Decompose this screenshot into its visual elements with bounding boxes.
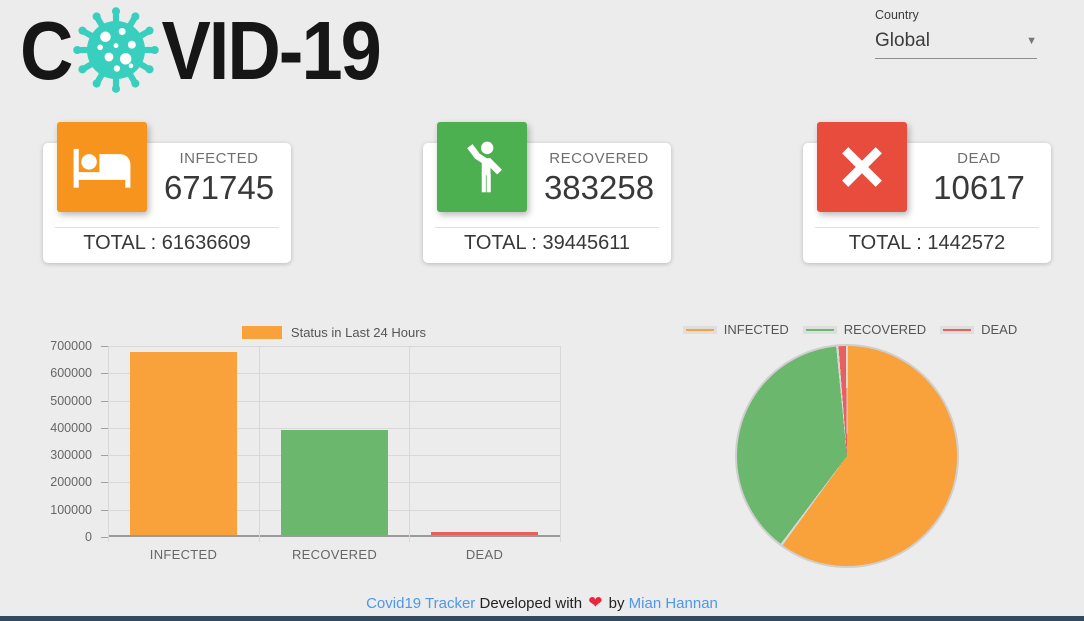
pie-outline <box>735 344 959 568</box>
gridline <box>108 373 560 374</box>
bar-chart-legend: Status in Last 24 Hours <box>108 325 560 340</box>
legend-swatch <box>241 326 282 339</box>
heart-icon: ❤ <box>588 593 603 612</box>
stat-value: 671745 <box>163 169 275 206</box>
footer-text: by <box>608 595 625 612</box>
y-axis-tick-label: 200000 <box>50 475 92 489</box>
divider <box>435 227 659 228</box>
tick-mark <box>101 401 108 402</box>
stat-card-infected: INFECTED 671745 TOTAL : 61636609 <box>43 122 291 263</box>
pie-graphic <box>737 346 957 566</box>
legend-label: INFECTED <box>723 322 789 337</box>
virus-icon <box>73 7 160 93</box>
logo-text-right: VID-19 <box>161 3 381 97</box>
y-axis-tick-label: 500000 <box>50 394 92 408</box>
footer: Covid19 Tracker Developed with ❤ by Mian… <box>0 593 1084 613</box>
pie-chart-legend: INFECTED RECOVERED DEAD <box>682 322 1017 337</box>
stat-label: INFECTED <box>179 150 259 167</box>
footer-accent-bar <box>0 616 1084 621</box>
legend-swatch <box>802 325 837 334</box>
y-axis-tick-label: 0 <box>85 530 92 544</box>
tick-mark <box>101 373 108 374</box>
stat-value: 10617 <box>933 169 1025 206</box>
bar-dead <box>431 532 538 535</box>
tick-mark <box>101 428 108 429</box>
country-select[interactable]: Country Global ▼ <box>875 8 1037 59</box>
legend-item-recovered: RECOVERED <box>802 322 927 337</box>
y-axis-tick-label: 400000 <box>50 421 92 435</box>
app-logo: C VID-19 <box>20 3 382 97</box>
footer-text: Developed with <box>479 595 583 612</box>
gridline <box>108 346 109 542</box>
legend-label: DEAD <box>981 322 1018 337</box>
tick-mark <box>101 510 108 511</box>
bar-infected <box>130 352 237 535</box>
y-axis-tick-label: 100000 <box>50 503 92 517</box>
stat-total: TOTAL : 1442572 <box>848 232 1006 254</box>
stat-value: 383258 <box>543 169 655 206</box>
gridline <box>108 346 560 347</box>
legend-item-dead: DEAD <box>940 322 1017 337</box>
tick-mark <box>101 455 108 456</box>
pie-chart: INFECTED RECOVERED DEAD <box>682 315 1017 580</box>
stat-label: RECOVERED <box>549 150 649 167</box>
footer-link-mian-hannan[interactable]: Mian Hannan <box>628 595 718 612</box>
stat-total: TOTAL : 39445611 <box>463 232 631 254</box>
y-axis-tick-label: 700000 <box>50 339 92 353</box>
gridline <box>259 346 260 542</box>
gridline <box>108 401 560 402</box>
gridline <box>560 346 561 542</box>
country-select-label: Country <box>875 8 919 22</box>
divider <box>55 227 279 228</box>
gridline <box>108 428 560 429</box>
gridline <box>409 346 410 542</box>
stat-total: TOTAL : 61636609 <box>83 232 251 254</box>
bed-icon <box>57 122 147 212</box>
legend-swatch <box>940 325 975 334</box>
footer-link-covid19-tracker[interactable]: Covid19 Tracker <box>366 595 476 612</box>
bar-recovered <box>281 430 388 535</box>
stat-card-recovered: RECOVERED 383258 TOTAL : 39445611 <box>423 122 671 263</box>
chevron-down-icon: ▼ <box>1026 35 1037 47</box>
bar-chart: Status in Last 24 Hours 700000 600000 5000… <box>30 315 580 575</box>
x-mark-icon <box>817 122 907 212</box>
stat-card-dead: DEAD 10617 TOTAL : 1442572 <box>803 122 1051 263</box>
x-axis-label: DEAD <box>465 547 504 562</box>
x-axis-label: INFECTED <box>149 547 218 562</box>
person-waving-icon <box>437 122 527 212</box>
tick-mark <box>101 537 108 538</box>
stat-label: DEAD <box>957 150 1001 167</box>
bar-chart-plot-area <box>108 346 561 542</box>
tick-mark <box>101 482 108 483</box>
y-axis-tick-label: 300000 <box>50 448 92 462</box>
legend-label: Status in Last 24 Hours <box>290 325 427 340</box>
logo-text-left: C <box>20 3 73 97</box>
y-axis-tick-label: 600000 <box>50 366 92 380</box>
legend-swatch <box>682 325 717 334</box>
country-select-value: Global <box>875 30 930 51</box>
legend-label: RECOVERED <box>843 322 927 337</box>
tick-mark <box>101 346 108 347</box>
divider <box>815 227 1039 228</box>
x-axis-label: RECOVERED <box>291 547 378 562</box>
legend-item-infected: INFECTED <box>682 322 789 337</box>
